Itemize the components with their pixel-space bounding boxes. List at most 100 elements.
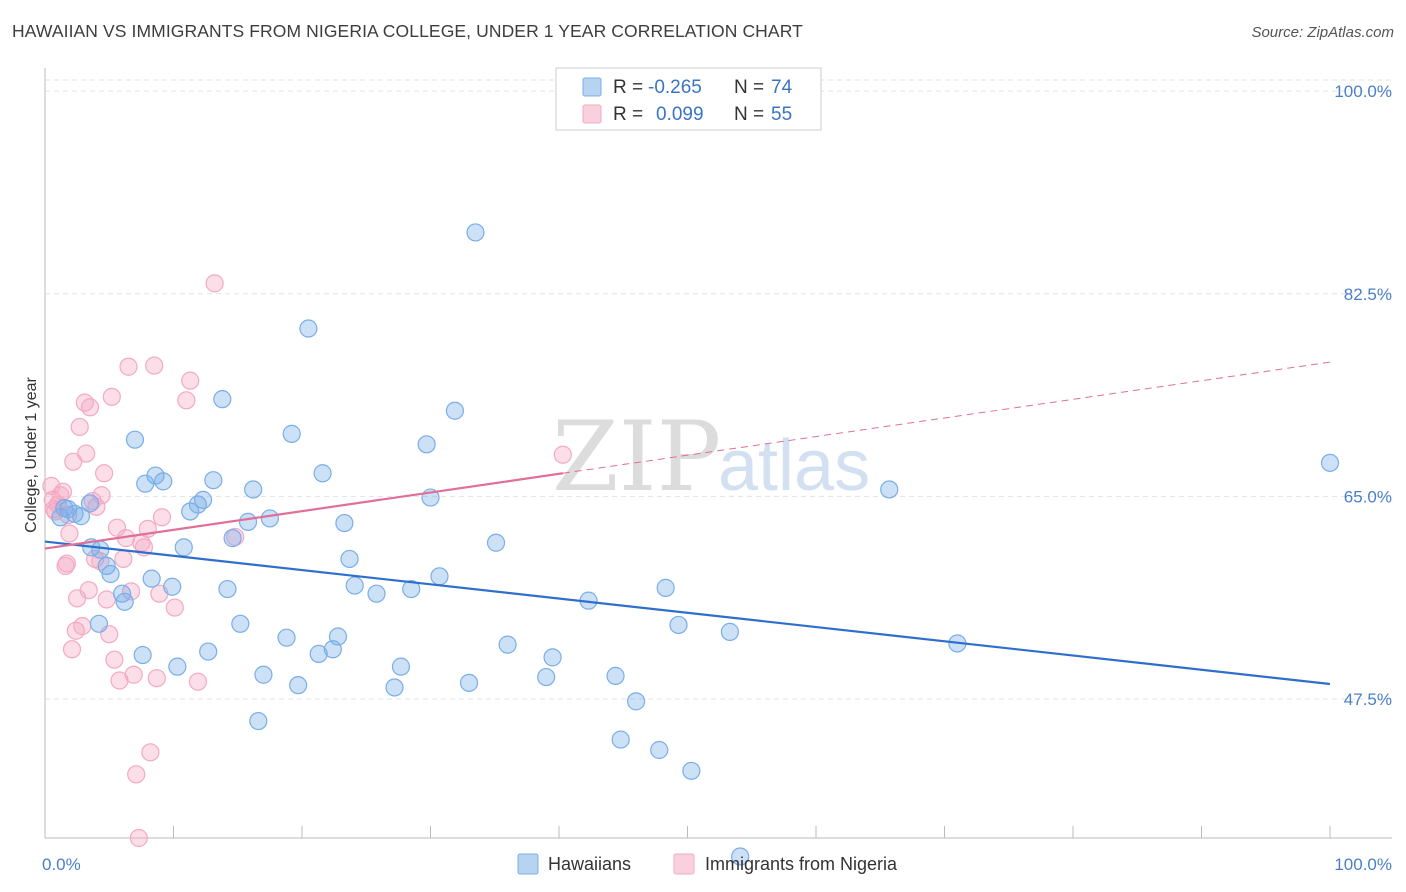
legend-n-value-hawaiians: 74 bbox=[771, 77, 793, 98]
point-s0-45 bbox=[340, 549, 359, 569]
point-s0-14 bbox=[133, 645, 152, 665]
point-s0-38 bbox=[289, 676, 308, 695]
point-s0-68 bbox=[682, 761, 701, 780]
point-s0-65 bbox=[650, 740, 669, 760]
y-axis-label: College, Under 1 year bbox=[23, 377, 40, 533]
legend-series: Hawaiians Immigrants from Nigeria bbox=[517, 853, 898, 875]
bottom-legend-swatch-nigeria bbox=[673, 853, 695, 875]
point-s1-54 bbox=[553, 445, 572, 464]
point-s0-10 bbox=[101, 564, 120, 584]
point-s1-37 bbox=[124, 665, 143, 684]
point-s1-35 bbox=[119, 357, 138, 376]
point-s0-57 bbox=[486, 533, 506, 552]
point-s0-43 bbox=[328, 627, 348, 646]
bottom-legend-label-hawaiians: Hawaiians bbox=[548, 854, 631, 874]
point-s0-26 bbox=[204, 471, 223, 490]
watermark-zip: ZIP bbox=[552, 401, 721, 513]
point-s0-21 bbox=[174, 538, 193, 557]
point-s0-20 bbox=[168, 657, 187, 676]
point-s0-36 bbox=[277, 628, 296, 647]
point-s1-18 bbox=[77, 444, 96, 463]
point-s1-51 bbox=[188, 672, 208, 691]
point-s0-34 bbox=[254, 665, 273, 684]
point-s0-8 bbox=[91, 540, 110, 559]
point-s0-33 bbox=[249, 711, 268, 731]
legend-n-label-hawaiians: N = bbox=[734, 77, 764, 98]
bottom-legend-swatch-hawaiians bbox=[517, 853, 539, 875]
point-s0-37 bbox=[282, 424, 301, 443]
point-s0-31 bbox=[238, 512, 258, 531]
series-0-points bbox=[51, 223, 1340, 866]
gridlines bbox=[45, 79, 1392, 700]
trend-line-dashed-s1 bbox=[562, 361, 1331, 474]
point-s0-49 bbox=[391, 657, 411, 676]
point-s0-53 bbox=[430, 567, 449, 586]
point-s1-44 bbox=[145, 356, 164, 375]
point-s1-12 bbox=[64, 452, 83, 471]
source-credit: Source: ZipAtlas.com bbox=[1251, 24, 1394, 41]
point-s0-28 bbox=[218, 579, 237, 599]
point-s1-48 bbox=[165, 598, 184, 617]
point-s0-51 bbox=[417, 435, 436, 454]
point-s0-40 bbox=[309, 644, 328, 663]
legend-r-value-nigeria: 0.099 bbox=[656, 104, 704, 125]
legend-swatch-nigeria bbox=[582, 104, 602, 124]
point-s0-60 bbox=[543, 648, 562, 667]
point-s0-73 bbox=[1320, 453, 1340, 472]
watermark: ZIP atlas bbox=[552, 401, 870, 513]
point-s0-13 bbox=[125, 430, 145, 449]
point-s0-44 bbox=[335, 513, 354, 533]
point-s1-38 bbox=[127, 765, 146, 784]
point-s1-45 bbox=[147, 669, 166, 688]
point-s0-30 bbox=[231, 614, 250, 633]
point-s0-71 bbox=[880, 480, 899, 499]
point-s0-41 bbox=[313, 464, 332, 483]
legend-n-label-nigeria: N = bbox=[734, 104, 764, 125]
point-s0-58 bbox=[498, 635, 517, 654]
point-s1-20 bbox=[80, 398, 100, 417]
point-s0-66 bbox=[656, 578, 675, 597]
watermark-atlas: atlas bbox=[718, 426, 870, 506]
point-s1-43 bbox=[141, 743, 160, 762]
point-s0-47 bbox=[367, 584, 386, 603]
y-tick-label-2: 82.5% bbox=[1344, 285, 1392, 304]
point-s1-31 bbox=[107, 518, 127, 537]
y-tick-label-0: 47.5% bbox=[1344, 690, 1392, 709]
point-s0-16 bbox=[142, 569, 161, 588]
legend-r-label-hawaiians: R = bbox=[613, 77, 643, 98]
point-s0-35 bbox=[260, 509, 279, 528]
point-s1-47 bbox=[152, 508, 172, 527]
point-s0-18 bbox=[154, 472, 173, 491]
axes bbox=[44, 68, 1392, 839]
point-s0-46 bbox=[345, 576, 364, 595]
point-s1-8 bbox=[57, 554, 76, 573]
point-s1-49 bbox=[177, 391, 196, 410]
point-s0-24 bbox=[193, 490, 213, 509]
point-s0-55 bbox=[459, 673, 479, 692]
point-s1-33 bbox=[114, 549, 133, 569]
legend-swatch-hawaiians bbox=[582, 77, 602, 97]
trend-lines bbox=[44, 361, 1331, 686]
point-s1-16 bbox=[73, 617, 92, 636]
point-s0-50 bbox=[402, 579, 421, 599]
point-s1-52 bbox=[205, 274, 224, 293]
point-s0-59 bbox=[537, 667, 556, 687]
point-s0-70 bbox=[731, 847, 750, 866]
point-s0-5 bbox=[80, 494, 100, 513]
x-tick-labels: 0.0% 100.0% bbox=[42, 855, 1392, 874]
point-s0-69 bbox=[720, 622, 740, 641]
trend-line-s0 bbox=[44, 540, 1331, 686]
point-s1-6 bbox=[53, 482, 73, 501]
point-s0-48 bbox=[385, 678, 404, 697]
legend-stats: R = -0.265 N = 74 R = 0.099 N = 55 bbox=[555, 67, 822, 131]
point-s0-27 bbox=[213, 390, 232, 409]
point-s0-63 bbox=[611, 730, 630, 749]
bottom-legend-label-nigeria: Immigrants from Nigeria bbox=[705, 854, 898, 874]
point-s0-22 bbox=[181, 502, 200, 521]
point-s0-32 bbox=[244, 480, 263, 499]
point-s1-15 bbox=[70, 417, 89, 437]
point-s0-54 bbox=[445, 401, 465, 420]
point-s1-26 bbox=[95, 464, 114, 483]
legend-r-label-nigeria: R = bbox=[613, 104, 643, 125]
point-s0-29 bbox=[223, 529, 242, 548]
